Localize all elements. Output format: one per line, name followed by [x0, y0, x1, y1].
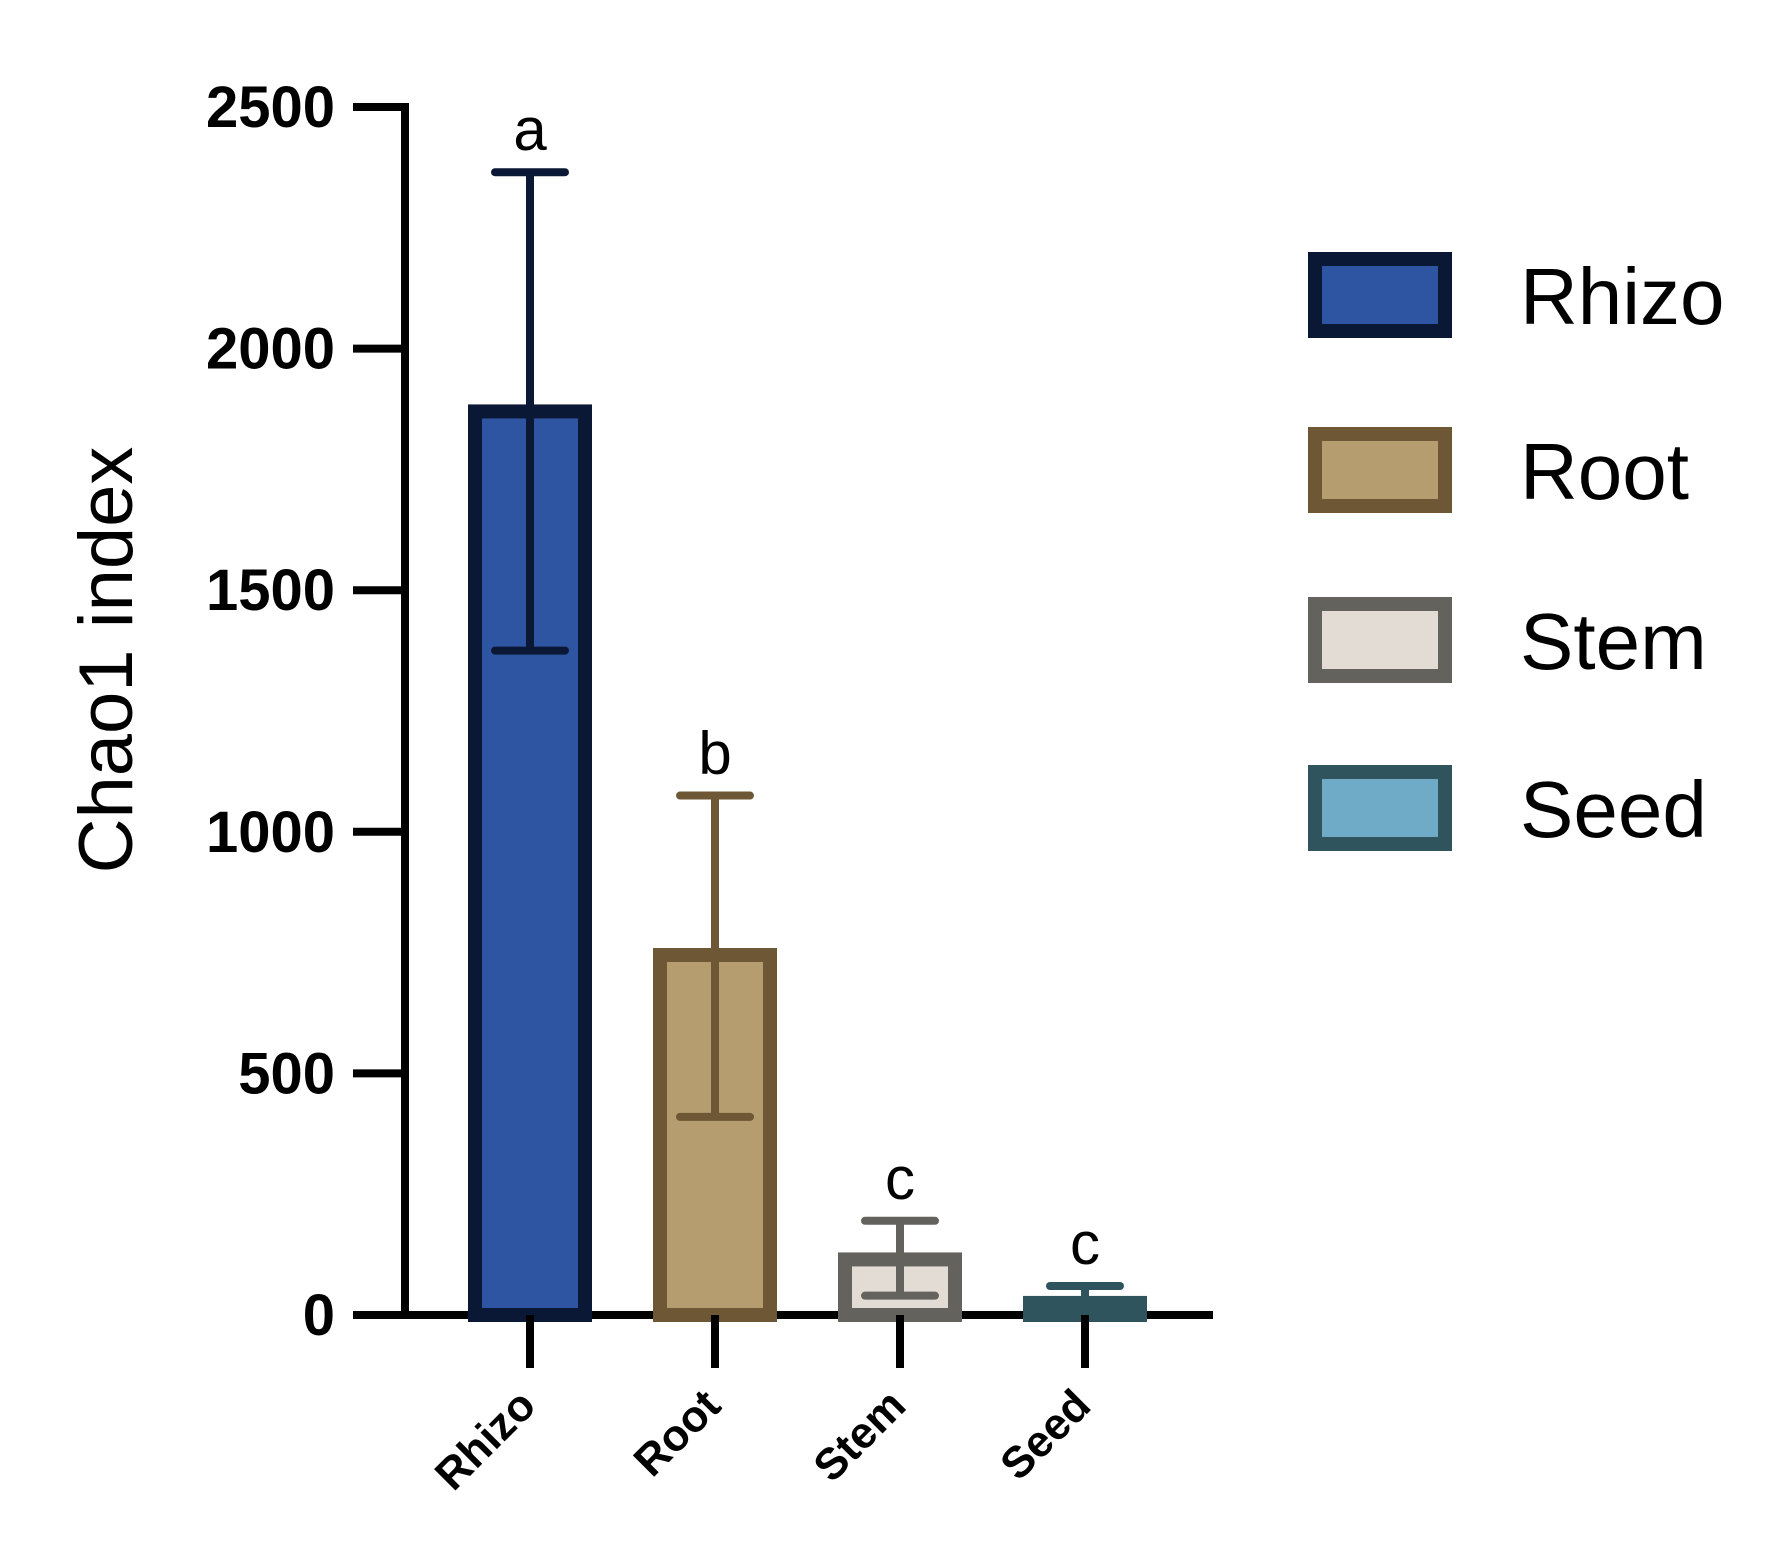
- legend-swatch-seed: [1308, 765, 1452, 851]
- legend-label-root: Root: [1520, 427, 1689, 516]
- x-tick-label-seed: Seed: [991, 1380, 1100, 1489]
- y-tick-label-0: 0: [303, 1283, 335, 1348]
- y-tick-label-1000: 1000: [206, 800, 335, 865]
- significance-label-seed: c: [1070, 1210, 1100, 1277]
- legend-item-rhizo: Rhizo: [1308, 252, 1725, 341]
- bar-group-stem: c: [838, 1145, 962, 1323]
- legend-swatch-rhizo: [1308, 252, 1452, 338]
- y-axis-title: Chao1 index: [64, 447, 149, 874]
- legend-swatch-root: [1308, 427, 1452, 513]
- bar-group-rhizo: a: [468, 96, 592, 1322]
- legend-swatch-stem: [1308, 597, 1452, 683]
- x-tick-label-rhizo: Rhizo: [426, 1380, 545, 1499]
- legend-label-stem: Stem: [1520, 597, 1707, 686]
- significance-label-root: b: [698, 720, 731, 787]
- y-tick-label-2500: 2500: [206, 75, 335, 140]
- legend-item-seed: Seed: [1308, 765, 1707, 854]
- y-tick-label-1500: 1500: [206, 558, 335, 623]
- bar-group-root: b: [653, 720, 777, 1322]
- legend-label-seed: Seed: [1520, 765, 1707, 854]
- x-tick-label-stem: Stem: [804, 1380, 915, 1491]
- bars: a b c c: [468, 96, 1147, 1323]
- y-tick-label-2000: 2000: [206, 317, 335, 382]
- legend: Rhizo Root Stem Seed: [1308, 252, 1725, 854]
- y-tick-label-500: 500: [238, 1041, 335, 1106]
- legend-item-stem: Stem: [1308, 597, 1707, 686]
- legend-label-rhizo: Rhizo: [1520, 252, 1725, 341]
- y-ticks: 0 500 1000 1500 2000 2500: [206, 75, 405, 1348]
- x-tick-label-root: Root: [625, 1380, 731, 1486]
- bar-group-seed: c: [1023, 1210, 1147, 1323]
- significance-label-rhizo: a: [513, 96, 547, 163]
- x-ticks: Rhizo Root Stem Seed: [426, 1315, 1100, 1500]
- legend-item-root: Root: [1308, 427, 1689, 516]
- significance-label-stem: c: [885, 1145, 915, 1212]
